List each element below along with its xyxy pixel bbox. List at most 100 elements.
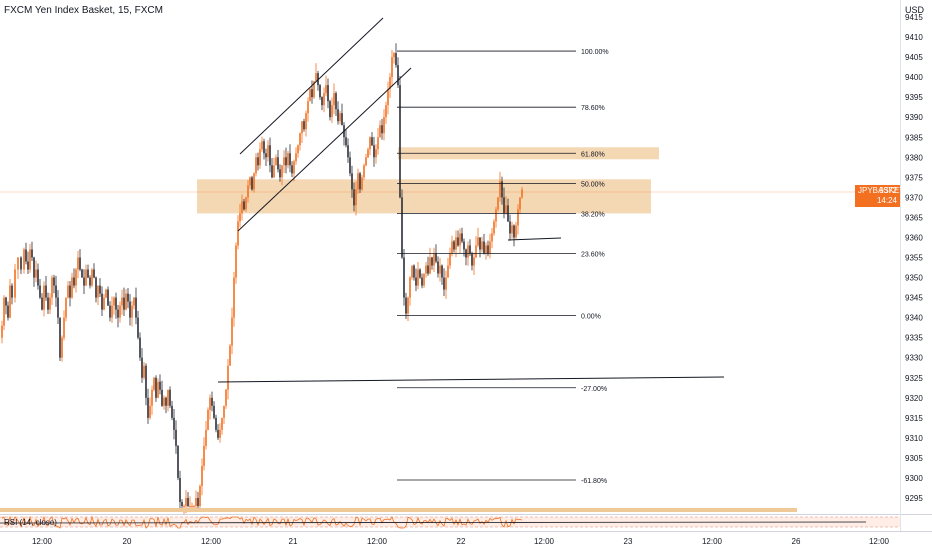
candle-body bbox=[77, 257, 79, 270]
candle-body bbox=[455, 237, 457, 250]
candle-body bbox=[5, 297, 7, 306]
candle-body bbox=[403, 257, 405, 298]
candle-body bbox=[241, 201, 243, 214]
candle-body bbox=[397, 65, 399, 86]
y-tick-label: 9295 bbox=[905, 494, 923, 503]
candle-body bbox=[445, 277, 447, 290]
candle-body bbox=[449, 253, 451, 266]
y-tick-label: 9305 bbox=[905, 454, 923, 463]
candle-body bbox=[137, 317, 139, 338]
candle-body bbox=[65, 297, 67, 318]
support-trendline[interactable] bbox=[217, 376, 725, 383]
candle-body bbox=[231, 317, 233, 346]
current-price-tag: JPYBASKET 9372 14:24 bbox=[855, 185, 904, 207]
candle-body bbox=[73, 277, 75, 286]
candle-body bbox=[469, 245, 471, 254]
candle-body bbox=[211, 397, 213, 406]
fib-levels[interactable]: 100.00% 78.60% 61.80% 50.00% 38.20% 23.60% 0.0… bbox=[397, 49, 609, 485]
candle-body bbox=[259, 149, 261, 166]
candle-body bbox=[491, 233, 493, 242]
candle-body bbox=[351, 173, 353, 190]
candle-body bbox=[145, 365, 147, 398]
candle-body bbox=[361, 177, 363, 190]
candle-body bbox=[485, 245, 487, 254]
candle-body bbox=[291, 165, 293, 174]
candle-body bbox=[297, 145, 299, 154]
candle-body bbox=[233, 277, 235, 318]
candle-body bbox=[395, 53, 397, 66]
fib-level-label: 100.00% bbox=[581, 49, 609, 56]
candle-body bbox=[11, 285, 13, 298]
y-tick-label: 9335 bbox=[905, 334, 923, 343]
candle-body bbox=[39, 285, 41, 298]
y-tick-label: 9410 bbox=[905, 33, 923, 42]
candle-body bbox=[495, 209, 497, 222]
candle-body bbox=[371, 137, 373, 146]
candle-body bbox=[35, 269, 37, 278]
candle-body bbox=[225, 389, 227, 406]
candle-body bbox=[441, 265, 443, 278]
fib-level-label: 0.00% bbox=[581, 314, 601, 321]
candle-body bbox=[261, 141, 263, 150]
y-tick-label: 9405 bbox=[905, 53, 923, 62]
candle-body bbox=[191, 506, 193, 508]
candle-body bbox=[117, 309, 119, 318]
x-tick-label: 12:00 bbox=[869, 537, 890, 546]
candle-body bbox=[79, 257, 81, 270]
candle-body bbox=[477, 237, 479, 246]
y-tick-label: 9340 bbox=[905, 314, 923, 323]
fib-level-label: -61.80% bbox=[581, 478, 607, 485]
candle-body bbox=[333, 93, 335, 106]
fib-level-label: 38.20% bbox=[581, 211, 605, 218]
y-tick-label: 9350 bbox=[905, 274, 923, 283]
candle-body bbox=[105, 289, 107, 298]
y-tick-label: 9380 bbox=[905, 153, 923, 162]
y-tick-label: 9355 bbox=[905, 254, 923, 263]
x-tick-label: 20 bbox=[123, 537, 132, 546]
candle-body bbox=[375, 149, 377, 158]
candle-body bbox=[277, 157, 279, 170]
candle-body bbox=[93, 269, 95, 278]
chart-title: FXCM Yen Index Basket, 15, FXCM bbox=[4, 5, 163, 16]
y-tick-label: 9370 bbox=[905, 193, 923, 202]
trendlines[interactable] bbox=[0, 17, 797, 512]
candle-body bbox=[161, 389, 163, 406]
time-axis[interactable]: 12:00 20 12:00 21 12:00 22 12:00 23 12:00 26 12:00 bbox=[0, 531, 932, 547]
candle-body bbox=[287, 153, 289, 166]
y-tick-label: 9315 bbox=[905, 414, 923, 423]
candle-body bbox=[385, 105, 387, 118]
candle-body bbox=[275, 157, 277, 166]
candle-body bbox=[1, 325, 3, 338]
price-axis[interactable]: 9415 9410 9405 9400 9395 9390 9385 9380 9375 9370… bbox=[905, 13, 923, 503]
candle-body bbox=[411, 265, 413, 278]
channel-upper-trendline[interactable] bbox=[239, 17, 384, 155]
candle-body bbox=[127, 293, 129, 302]
candle-body bbox=[49, 297, 51, 310]
candle-body bbox=[413, 265, 415, 278]
channel-lower-trendline[interactable] bbox=[237, 67, 412, 232]
candle-body bbox=[437, 261, 439, 274]
candle-body bbox=[279, 169, 281, 178]
candle-body bbox=[399, 85, 401, 198]
candle-body bbox=[189, 506, 191, 508]
candle-body bbox=[497, 197, 499, 210]
candle-body bbox=[213, 405, 215, 418]
candle-body bbox=[147, 397, 149, 418]
candle-body bbox=[165, 397, 167, 406]
short-horizontal-line[interactable] bbox=[507, 237, 562, 241]
candle-body bbox=[503, 197, 505, 214]
candle-body bbox=[67, 285, 69, 298]
candle-body bbox=[71, 277, 73, 298]
candle-body bbox=[355, 189, 357, 206]
candle-body bbox=[387, 89, 389, 106]
candle-body bbox=[187, 498, 189, 507]
candle-body bbox=[299, 133, 301, 146]
candle-body bbox=[499, 181, 501, 198]
candle-body bbox=[175, 429, 177, 446]
candle-body bbox=[181, 502, 183, 507]
candle-body bbox=[9, 285, 11, 318]
candle-body bbox=[377, 137, 379, 150]
candle-body bbox=[177, 445, 179, 478]
candle-body bbox=[357, 173, 359, 190]
